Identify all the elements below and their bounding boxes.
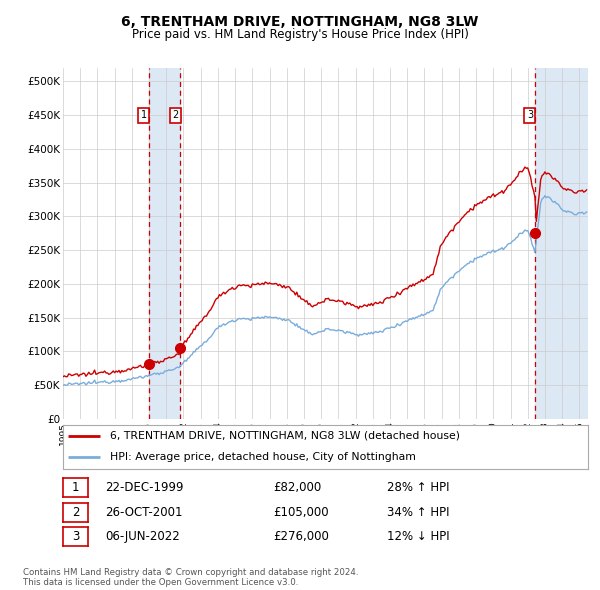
Bar xyxy=(149,68,181,419)
Bar xyxy=(535,68,588,419)
Text: 6, TRENTHAM DRIVE, NOTTINGHAM, NG8 3LW: 6, TRENTHAM DRIVE, NOTTINGHAM, NG8 3LW xyxy=(121,15,479,29)
Text: 06-JUN-2022: 06-JUN-2022 xyxy=(105,530,180,543)
Text: 6, TRENTHAM DRIVE, NOTTINGHAM, NG8 3LW (detached house): 6, TRENTHAM DRIVE, NOTTINGHAM, NG8 3LW (… xyxy=(110,431,460,441)
Text: 2: 2 xyxy=(72,506,79,519)
Text: 2: 2 xyxy=(172,110,178,120)
Text: 22-DEC-1999: 22-DEC-1999 xyxy=(105,481,184,494)
Text: HPI: Average price, detached house, City of Nottingham: HPI: Average price, detached house, City… xyxy=(110,452,416,461)
Text: Price paid vs. HM Land Registry's House Price Index (HPI): Price paid vs. HM Land Registry's House … xyxy=(131,28,469,41)
Text: 28% ↑ HPI: 28% ↑ HPI xyxy=(387,481,449,494)
Text: 1: 1 xyxy=(141,110,147,120)
Text: 34% ↑ HPI: 34% ↑ HPI xyxy=(387,506,449,519)
Text: 26-OCT-2001: 26-OCT-2001 xyxy=(105,506,182,519)
Text: Contains HM Land Registry data © Crown copyright and database right 2024.: Contains HM Land Registry data © Crown c… xyxy=(23,568,358,577)
Text: 3: 3 xyxy=(72,530,79,543)
Text: This data is licensed under the Open Government Licence v3.0.: This data is licensed under the Open Gov… xyxy=(23,578,298,588)
Text: £82,000: £82,000 xyxy=(273,481,321,494)
Text: £105,000: £105,000 xyxy=(273,506,329,519)
Text: 1: 1 xyxy=(72,481,79,494)
Text: 3: 3 xyxy=(527,110,533,120)
Text: 12% ↓ HPI: 12% ↓ HPI xyxy=(387,530,449,543)
Text: £276,000: £276,000 xyxy=(273,530,329,543)
